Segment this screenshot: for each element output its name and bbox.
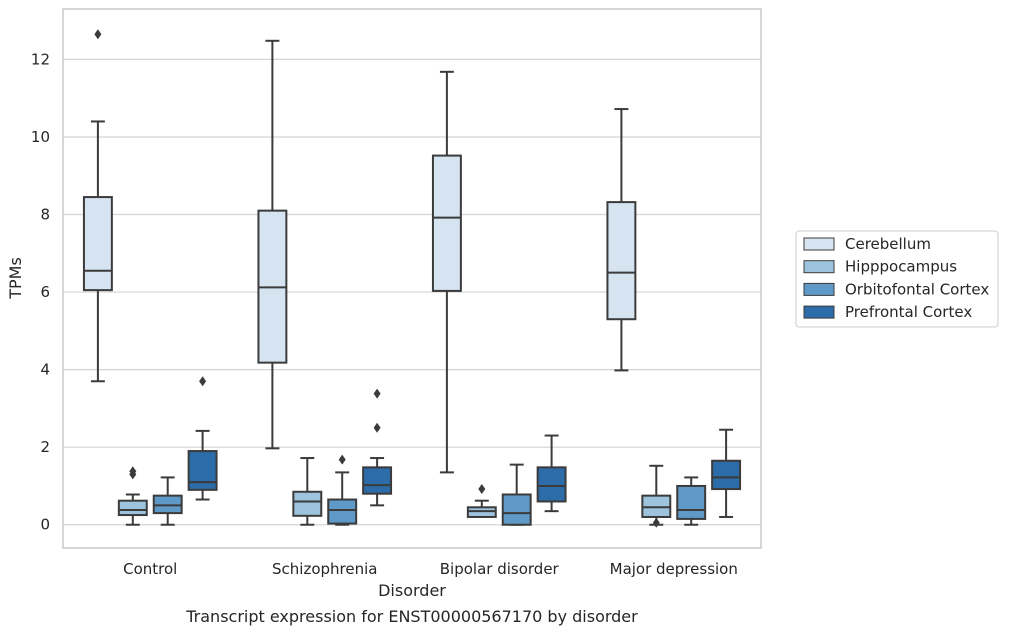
outlier-point	[373, 422, 381, 433]
box	[676, 484, 707, 520]
box	[292, 490, 323, 517]
box-group	[676, 476, 707, 526]
outlier-point	[129, 466, 137, 477]
box-group	[82, 29, 113, 383]
box-group	[327, 454, 358, 526]
grid-lines	[63, 58, 761, 526]
x-tick-labels: Control Schizophrenia Bipolar disorder Majo…	[123, 560, 738, 578]
y-axis-label: TPMs	[6, 257, 25, 300]
box-group	[501, 463, 532, 526]
box	[187, 450, 218, 491]
outlier-point	[652, 517, 660, 528]
outlier-point	[373, 388, 381, 399]
y-tick-label: 6	[40, 283, 50, 301]
legend-swatch	[803, 305, 835, 319]
outlier-point	[94, 29, 102, 40]
legend-label: Prefrontal Cortex	[845, 303, 972, 321]
box-group	[362, 388, 393, 507]
box	[117, 499, 148, 517]
x-tick-label: Control	[123, 560, 177, 578]
x-tick-label: Bipolar disorder	[440, 560, 560, 578]
box-group	[431, 70, 462, 474]
y-tick-labels: 0 2 4 6 8 10 12	[31, 50, 50, 533]
box-layer	[82, 29, 742, 528]
y-tick-label: 10	[31, 128, 50, 146]
x-tick-label: Major depression	[610, 560, 738, 578]
y-tick-label: 4	[40, 361, 50, 379]
legend: Cerebellum Hipppocampus Orbitofontal Corte…	[795, 230, 999, 328]
box	[431, 154, 462, 292]
box-group	[257, 39, 288, 450]
box	[327, 498, 358, 525]
y-tick-label: 2	[40, 438, 50, 456]
legend-frame	[795, 230, 999, 328]
box-group	[152, 476, 183, 526]
outlier-point	[199, 376, 207, 387]
box	[711, 459, 742, 491]
y-tick-label: 8	[40, 206, 50, 224]
plot-frame	[62, 8, 762, 549]
box-group	[606, 108, 637, 372]
legend-label: Cerebellum	[845, 235, 931, 253]
legend-swatch	[803, 237, 835, 251]
box	[501, 493, 532, 526]
outlier-point	[478, 484, 486, 495]
box-group	[536, 434, 567, 513]
legend-swatch	[803, 260, 835, 274]
outlier-point	[338, 454, 346, 465]
x-axis-label: Disorder	[378, 581, 446, 600]
box	[606, 201, 637, 321]
y-tick-label: 0	[40, 516, 50, 534]
box-group	[117, 466, 148, 526]
legend-label: Hipppocampus	[845, 258, 957, 276]
box-group	[641, 464, 672, 528]
legend-swatch	[803, 282, 835, 296]
chart-caption: Transcript expression for ENST0000056717…	[185, 607, 638, 626]
box-group	[187, 376, 218, 501]
box	[362, 466, 393, 495]
legend-label: Orbitofontal Cortex	[845, 280, 989, 298]
box	[536, 466, 567, 503]
box-group	[711, 428, 742, 518]
box	[82, 196, 113, 292]
y-tick-label: 12	[31, 50, 50, 68]
box-group	[466, 484, 497, 518]
box-group	[292, 457, 323, 526]
x-tick-label: Schizophrenia	[272, 560, 377, 578]
